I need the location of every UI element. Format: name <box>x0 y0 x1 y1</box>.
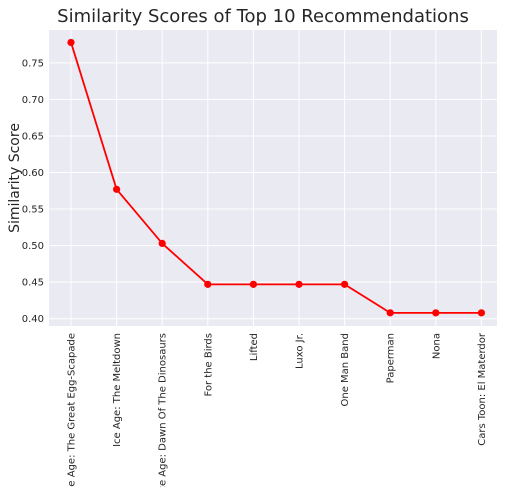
y-tick-labels: 0.40 0.45 0.50 0.55 0.60 0.65 0.70 0.75 <box>22 58 44 325</box>
data-point <box>67 38 75 47</box>
x-tick-label: Ice Age: The Meltdown <box>112 333 123 447</box>
x-tick-label: Ice Age: The Great Egg-Scapade <box>67 333 78 487</box>
data-point <box>249 280 257 288</box>
x-tick-labels: Ice Age: The Great Egg-Scapade Ice Age: T… <box>67 332 488 487</box>
x-tick-label: For the Birds <box>203 333 214 397</box>
plot-background <box>49 30 497 326</box>
y-tick-label: 0.75 <box>22 58 44 69</box>
data-point <box>113 185 121 193</box>
x-tick-label: Nona <box>431 333 442 359</box>
x-tick-label: Cars Toon: El Materdor <box>477 332 488 446</box>
data-point <box>477 309 485 317</box>
data-point <box>204 280 212 288</box>
y-tick-label: 0.70 <box>22 95 44 106</box>
series-line <box>70 42 482 314</box>
x-tick-label: Ice Age: Dawn Of The Dinosaurs <box>158 333 169 487</box>
y-axis-label: Similarity Score <box>7 123 23 233</box>
chart-title: Similarity Scores of Top 10 Recommendati… <box>57 6 469 27</box>
x-tick-label: Luxo Jr. <box>295 333 306 369</box>
x-tick-label: Lifted <box>249 333 260 361</box>
x-tick-label: One Man Band <box>340 333 351 407</box>
data-point <box>432 309 440 317</box>
series-layer <box>67 38 485 317</box>
data-point <box>158 239 166 248</box>
data-point <box>295 280 303 288</box>
y-tick-label: 0.65 <box>22 131 44 142</box>
y-tick-label: 0.50 <box>22 241 44 252</box>
y-tick-label: 0.45 <box>22 278 44 289</box>
grid-lines <box>49 30 497 326</box>
data-point <box>341 280 349 288</box>
y-tick-label: 0.40 <box>22 314 44 325</box>
y-tick-label: 0.60 <box>22 168 44 179</box>
x-tick-label: Paperman <box>386 333 397 383</box>
y-tick-label: 0.55 <box>22 205 44 216</box>
data-point <box>386 309 394 317</box>
